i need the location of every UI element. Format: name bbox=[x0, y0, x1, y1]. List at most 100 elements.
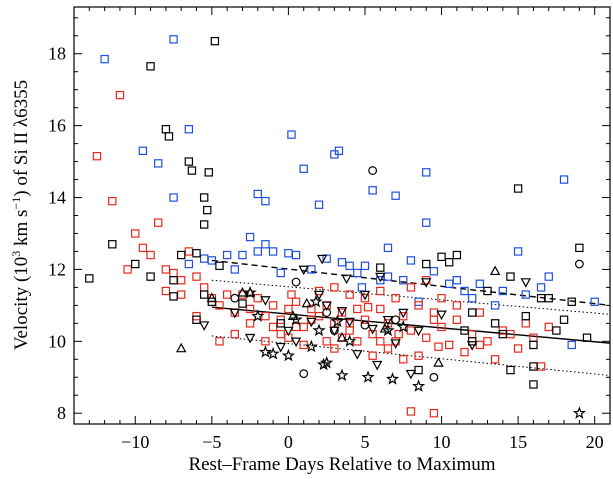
point-square-blue bbox=[399, 276, 408, 285]
point-square-blue bbox=[452, 276, 462, 285]
point-square-blue bbox=[307, 265, 316, 274]
point-star bbox=[312, 323, 326, 337]
point-square-red bbox=[452, 301, 462, 310]
point-square-red bbox=[154, 218, 163, 227]
point-square-red bbox=[391, 293, 400, 303]
point-square-red bbox=[291, 322, 301, 332]
point-square-red bbox=[475, 340, 485, 350]
point-triangle-down bbox=[466, 341, 478, 351]
point-square-red bbox=[253, 293, 262, 303]
point-square-red bbox=[429, 409, 439, 418]
point-square-black bbox=[161, 125, 171, 134]
point-square-blue bbox=[169, 35, 178, 44]
point-triangle-down bbox=[520, 278, 531, 288]
point-star bbox=[281, 348, 295, 362]
point-square-blue bbox=[207, 256, 217, 265]
point-square-black bbox=[192, 249, 201, 258]
point-square-blue bbox=[590, 297, 599, 306]
point-square-red bbox=[460, 347, 469, 357]
point-triangle-up bbox=[489, 265, 501, 276]
point-square-red bbox=[376, 304, 385, 314]
point-square-red bbox=[199, 283, 209, 292]
point-square-black bbox=[559, 315, 569, 324]
point-triangle-down bbox=[352, 350, 363, 360]
fit-line-dotted bbox=[211, 279, 611, 315]
point-square-blue bbox=[521, 290, 530, 299]
point-square-blue bbox=[154, 159, 163, 168]
point-square-black bbox=[203, 205, 212, 215]
point-square-black bbox=[552, 326, 561, 335]
point-square-red bbox=[177, 290, 186, 299]
point-square-black bbox=[238, 299, 247, 308]
point-square-red bbox=[399, 311, 408, 321]
y-axis-label: Velocity (103 km s−1) of Si II λ6355 bbox=[9, 80, 32, 350]
point-square-blue bbox=[445, 279, 454, 289]
data-points bbox=[85, 35, 599, 419]
point-square-blue bbox=[245, 232, 255, 242]
point-square-red bbox=[452, 315, 462, 324]
point-square-red bbox=[284, 304, 293, 314]
point-triangle-down bbox=[413, 326, 424, 337]
point-triangle-up bbox=[175, 342, 187, 353]
point-triangle-down bbox=[321, 301, 332, 312]
point-square-red bbox=[406, 283, 416, 292]
point-triangle-down bbox=[344, 317, 355, 328]
y-tick-label: 8 bbox=[57, 403, 66, 423]
point-square-black bbox=[483, 286, 492, 296]
point-square-blue bbox=[422, 168, 431, 177]
point-square-blue bbox=[460, 286, 469, 296]
point-square-red bbox=[345, 326, 354, 335]
point-triangle-down bbox=[421, 278, 432, 288]
y-axis-label-middle: km s bbox=[11, 210, 32, 251]
point-square-black bbox=[422, 259, 431, 269]
x-axis: −10 −5 0 5 10 15 20 bbox=[73, 7, 611, 452]
point-star bbox=[251, 309, 265, 322]
point-square-red bbox=[345, 290, 354, 299]
y-tick-label: 16 bbox=[48, 116, 66, 136]
point-star bbox=[396, 320, 410, 333]
point-square-red bbox=[184, 247, 194, 256]
point-square-red bbox=[291, 297, 301, 306]
y-tick-label: 14 bbox=[48, 188, 66, 208]
point-star bbox=[412, 379, 426, 392]
point-square-blue bbox=[337, 258, 347, 267]
point-square-blue bbox=[284, 249, 293, 258]
point-square-blue bbox=[475, 279, 485, 289]
x-tick-label: −10 bbox=[121, 432, 149, 452]
point-square-red bbox=[376, 337, 385, 346]
point-star bbox=[385, 372, 400, 385]
point-star bbox=[289, 312, 303, 326]
point-square-blue bbox=[498, 286, 508, 296]
point-triangle-up bbox=[244, 287, 256, 297]
x-tick-label: 0 bbox=[284, 432, 293, 452]
point-square-red bbox=[115, 90, 125, 100]
point-square-black bbox=[184, 157, 194, 166]
x-tick-label: −5 bbox=[202, 432, 221, 452]
point-square-blue bbox=[253, 247, 262, 256]
point-square-blue bbox=[345, 261, 354, 271]
point-square-black bbox=[575, 243, 584, 253]
point-square-black bbox=[199, 193, 209, 202]
point-triangle-down bbox=[398, 308, 409, 319]
point-square-red bbox=[513, 344, 523, 353]
point-circle bbox=[291, 277, 301, 287]
point-square-black bbox=[490, 319, 500, 328]
point-square-black bbox=[169, 292, 178, 301]
point-star bbox=[572, 406, 586, 419]
point-square-red bbox=[434, 342, 443, 351]
point-square-blue bbox=[353, 268, 362, 278]
point-square-black bbox=[567, 297, 576, 306]
point-square-red bbox=[146, 250, 155, 260]
point-square-black bbox=[460, 326, 469, 335]
point-square-blue bbox=[184, 259, 194, 269]
point-square-blue bbox=[357, 283, 367, 292]
point-square-black bbox=[506, 365, 515, 375]
point-square-black bbox=[467, 308, 477, 317]
point-triangle-down bbox=[316, 254, 328, 265]
point-triangle-down bbox=[405, 369, 417, 380]
point-square-blue bbox=[299, 164, 308, 173]
point-square-red bbox=[521, 319, 530, 328]
point-star bbox=[317, 357, 331, 371]
point-square-blue bbox=[287, 130, 296, 139]
